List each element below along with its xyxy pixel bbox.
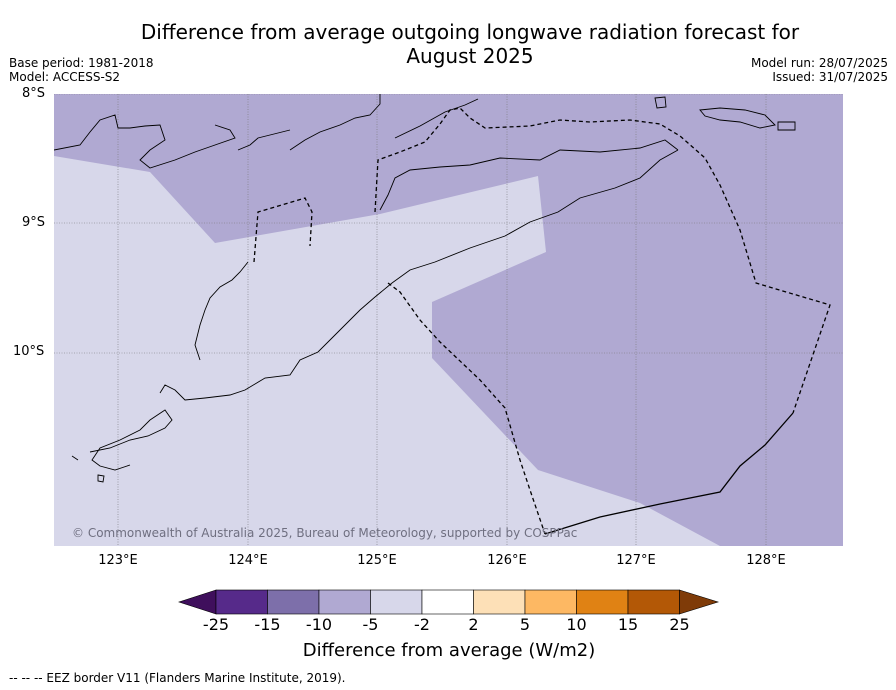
colorbar-tick-label: 5 — [519, 615, 531, 634]
colorbar-tick-label: -10 — [305, 615, 333, 634]
model-run: Model run: 28/07/2025 — [750, 56, 888, 70]
lat-label-9s: 9°S — [22, 215, 46, 230]
timor-coastline — [159, 139, 679, 401]
colorbar-tick-label: -2 — [414, 615, 430, 634]
copyright-notice: © Commonwealth of Australia 2025, Bureau… — [72, 526, 578, 540]
lon-label-127e: 127°E — [616, 553, 656, 568]
eez-footnote: -- -- -- EEZ border V11 (Flanders Marine… — [9, 671, 346, 685]
lat-label-10s: 10°S — [13, 344, 45, 359]
base-period: Base period: 1981-2018 — [9, 56, 154, 70]
meta-left: Base period: 1981-2018 Model: ACCESS-S2 — [9, 56, 154, 84]
colorbar-tick-label: -25 — [202, 615, 230, 634]
colorbar-tick-label: 10 — [566, 615, 587, 634]
northern-islands-coastline — [54, 94, 796, 169]
lon-label-124e: 124°E — [228, 553, 268, 568]
coastlines — [54, 94, 796, 483]
meta-right: Model run: 28/07/2025 Issued: 31/07/2025 — [751, 56, 888, 84]
model-name: Model: ACCESS-S2 — [9, 70, 121, 84]
lat-label-8s: 8°S — [22, 86, 46, 101]
colorbar-label: Difference from average (W/m2) — [302, 640, 596, 661]
issued-date: Issued: 31/07/2025 — [772, 70, 888, 84]
map-title-line1: Difference from average outgoing longwav… — [140, 20, 800, 44]
lon-label-126e: 126°E — [487, 553, 527, 568]
southwest-islands-coastline — [71, 409, 173, 483]
map-title-line2: August 2025 — [406, 44, 534, 68]
colorbar-tick-label: 2 — [468, 615, 479, 634]
lon-label-123e: 123°E — [98, 553, 138, 568]
colorbar-tick-label: -5 — [362, 615, 379, 634]
colorbar-tick-label: -15 — [254, 615, 281, 634]
eez-border — [253, 107, 831, 535]
anomaly-region-weak — [54, 156, 720, 546]
colorbar-tick-label: 25 — [669, 615, 690, 634]
eez-solid-segment — [544, 412, 794, 535]
lon-label-125e: 125°E — [357, 553, 397, 568]
colorbar-tick-label: 15 — [617, 615, 639, 634]
map-title: Difference from average outgoing longwav… — [100, 20, 840, 68]
lon-label-128e: 128°E — [746, 553, 786, 568]
